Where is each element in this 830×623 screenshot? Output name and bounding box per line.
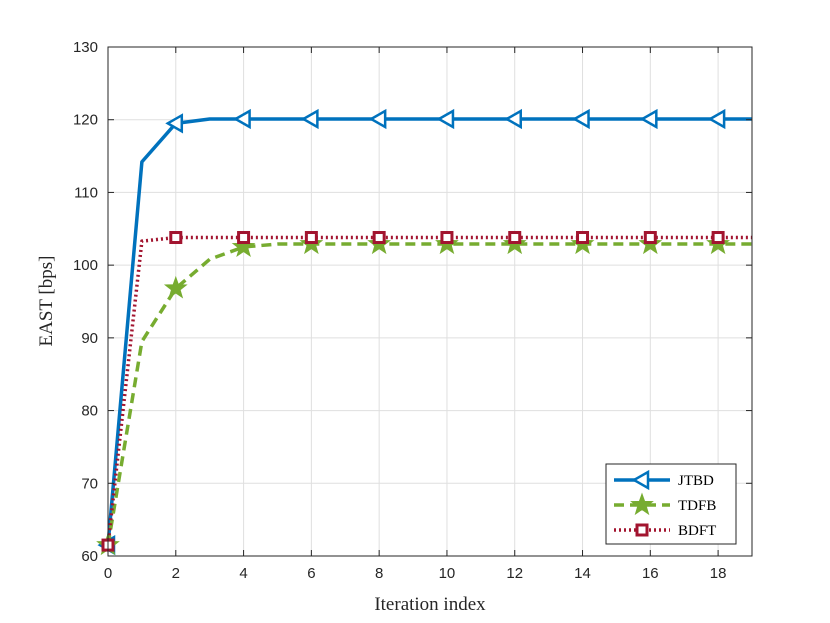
data-point-bdft	[711, 231, 725, 245]
data-point-jtbd	[436, 108, 455, 130]
y-tick-label: 100	[73, 257, 98, 274]
data-point-bdft	[304, 231, 318, 245]
data-point-bdft	[237, 231, 251, 245]
x-tick-label: 4	[239, 565, 247, 582]
data-point-bdft	[372, 231, 386, 245]
data-point-jtbd	[572, 108, 590, 130]
legend: JTBD TDFB BDFT	[605, 463, 737, 545]
legend-marker-jtbd	[631, 469, 650, 491]
series-line-tdfb	[106, 242, 752, 546]
data-point-bdft	[643, 231, 657, 245]
axis-ticks: 0 2 4 6 8 10 12 14 16 18 60 70 80 90 100 110 120 130	[73, 39, 752, 582]
plot-frame	[107, 46, 753, 557]
y-axis-title: EAST [bps]	[36, 256, 57, 347]
x-tick-label: 0	[104, 565, 112, 582]
x-tick-label: 6	[307, 565, 315, 582]
y-tick-label: 130	[73, 39, 98, 56]
data-point-jtbd	[368, 108, 387, 130]
data-point-tdfb	[163, 275, 188, 299]
x-tick-label: 14	[574, 565, 591, 582]
data-point-jtbd	[639, 108, 658, 130]
y-tick-label: 60	[81, 548, 98, 565]
y-tick-label: 80	[81, 403, 98, 420]
x-tick-label: 8	[375, 565, 383, 582]
data-point-tdfb	[231, 234, 256, 258]
x-tick-label: 18	[710, 565, 727, 582]
x-axis-title: Iteration index	[374, 594, 486, 615]
data-point-jtbd	[707, 108, 726, 130]
legend-label-tdfb: TDFB	[678, 498, 716, 514]
y-tick-label: 70	[81, 475, 98, 492]
x-tick-label: 16	[642, 565, 659, 582]
y-tick-label: 110	[74, 184, 98, 201]
data-point-bdft	[576, 231, 590, 245]
data-point-jtbd	[300, 108, 319, 130]
legend-marker-bdft	[635, 523, 649, 537]
data-point-bdft	[508, 231, 522, 245]
x-tick-label: 2	[172, 565, 180, 582]
legend-box	[605, 463, 737, 545]
series-layer	[96, 108, 752, 556]
data-point-jtbd	[165, 113, 184, 134]
x-tick-label: 12	[506, 565, 523, 582]
legend-marker-tdfb	[630, 492, 654, 516]
data-point-bdft	[440, 231, 454, 245]
data-point-jtbd	[504, 108, 522, 130]
legend-label-jtbd: JTBD	[678, 473, 714, 489]
data-point-bdft	[169, 231, 183, 245]
x-tick-label: 10	[439, 565, 456, 582]
y-tick-label: 90	[81, 330, 98, 347]
data-point-jtbd	[233, 108, 251, 130]
legend-label-bdft: BDFT	[678, 523, 716, 539]
y-tick-label: 120	[73, 112, 98, 129]
